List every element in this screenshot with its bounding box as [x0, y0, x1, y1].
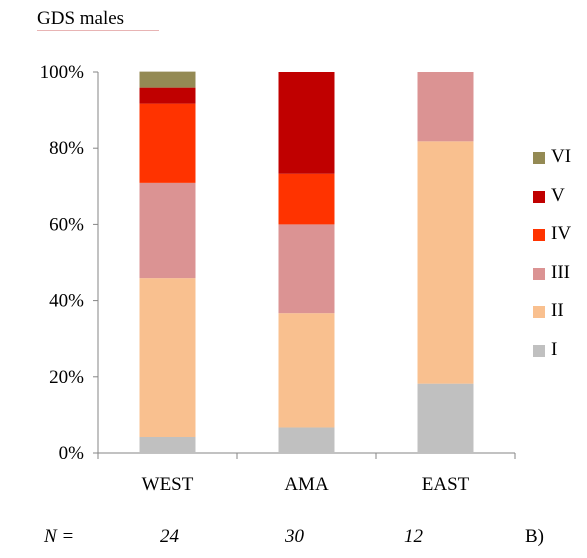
legend-swatch — [533, 190, 545, 203]
n-value-east: 12 — [404, 526, 423, 547]
legend-swatch — [533, 267, 545, 280]
bar-east-iii — [417, 72, 474, 142]
bar-ama-i — [278, 427, 335, 453]
legend-label: I — [551, 338, 558, 360]
y-tick-label: 40% — [49, 291, 84, 312]
x-tick-label: AMA — [284, 474, 329, 495]
panel-label: B) — [525, 526, 544, 547]
bar-west-v — [139, 87, 196, 104]
n-value-west: 24 — [160, 526, 179, 547]
bar-ama-iii — [278, 224, 335, 314]
bar-west-ii — [139, 278, 196, 437]
legend-label: IV — [551, 223, 572, 244]
n-label: N = — [44, 526, 75, 547]
legend-label: III — [551, 261, 570, 283]
bar-ama-v — [278, 72, 335, 174]
title-underline — [37, 30, 159, 31]
y-tick-label: 60% — [49, 214, 84, 235]
y-tick-label: 20% — [49, 367, 84, 388]
legend-label: II — [551, 300, 564, 321]
bar-west-iii — [139, 182, 196, 279]
legend-label: VI — [551, 146, 572, 167]
legend-swatch — [533, 344, 545, 357]
y-tick-label: 80% — [49, 138, 84, 159]
bar-ama-ii — [278, 313, 335, 428]
bar-ama-iv — [278, 173, 335, 225]
chart-title: GDS males — [37, 8, 125, 29]
bar-west-vi — [139, 71, 196, 88]
legend-label: V — [551, 184, 565, 206]
bar-east-ii — [417, 141, 474, 384]
n-value-ama: 30 — [285, 526, 304, 547]
y-tick-label: 100% — [40, 62, 85, 83]
legend-swatch — [533, 306, 545, 318]
bar-west-iv — [139, 103, 196, 183]
bar-west-i — [139, 436, 196, 453]
bar-east-i — [417, 383, 474, 453]
legend-swatch — [533, 152, 545, 164]
y-tick-label: 0% — [59, 443, 85, 464]
x-tick-label: EAST — [422, 474, 470, 495]
x-tick-label: WEST — [142, 474, 194, 495]
legend-swatch — [533, 229, 545, 241]
